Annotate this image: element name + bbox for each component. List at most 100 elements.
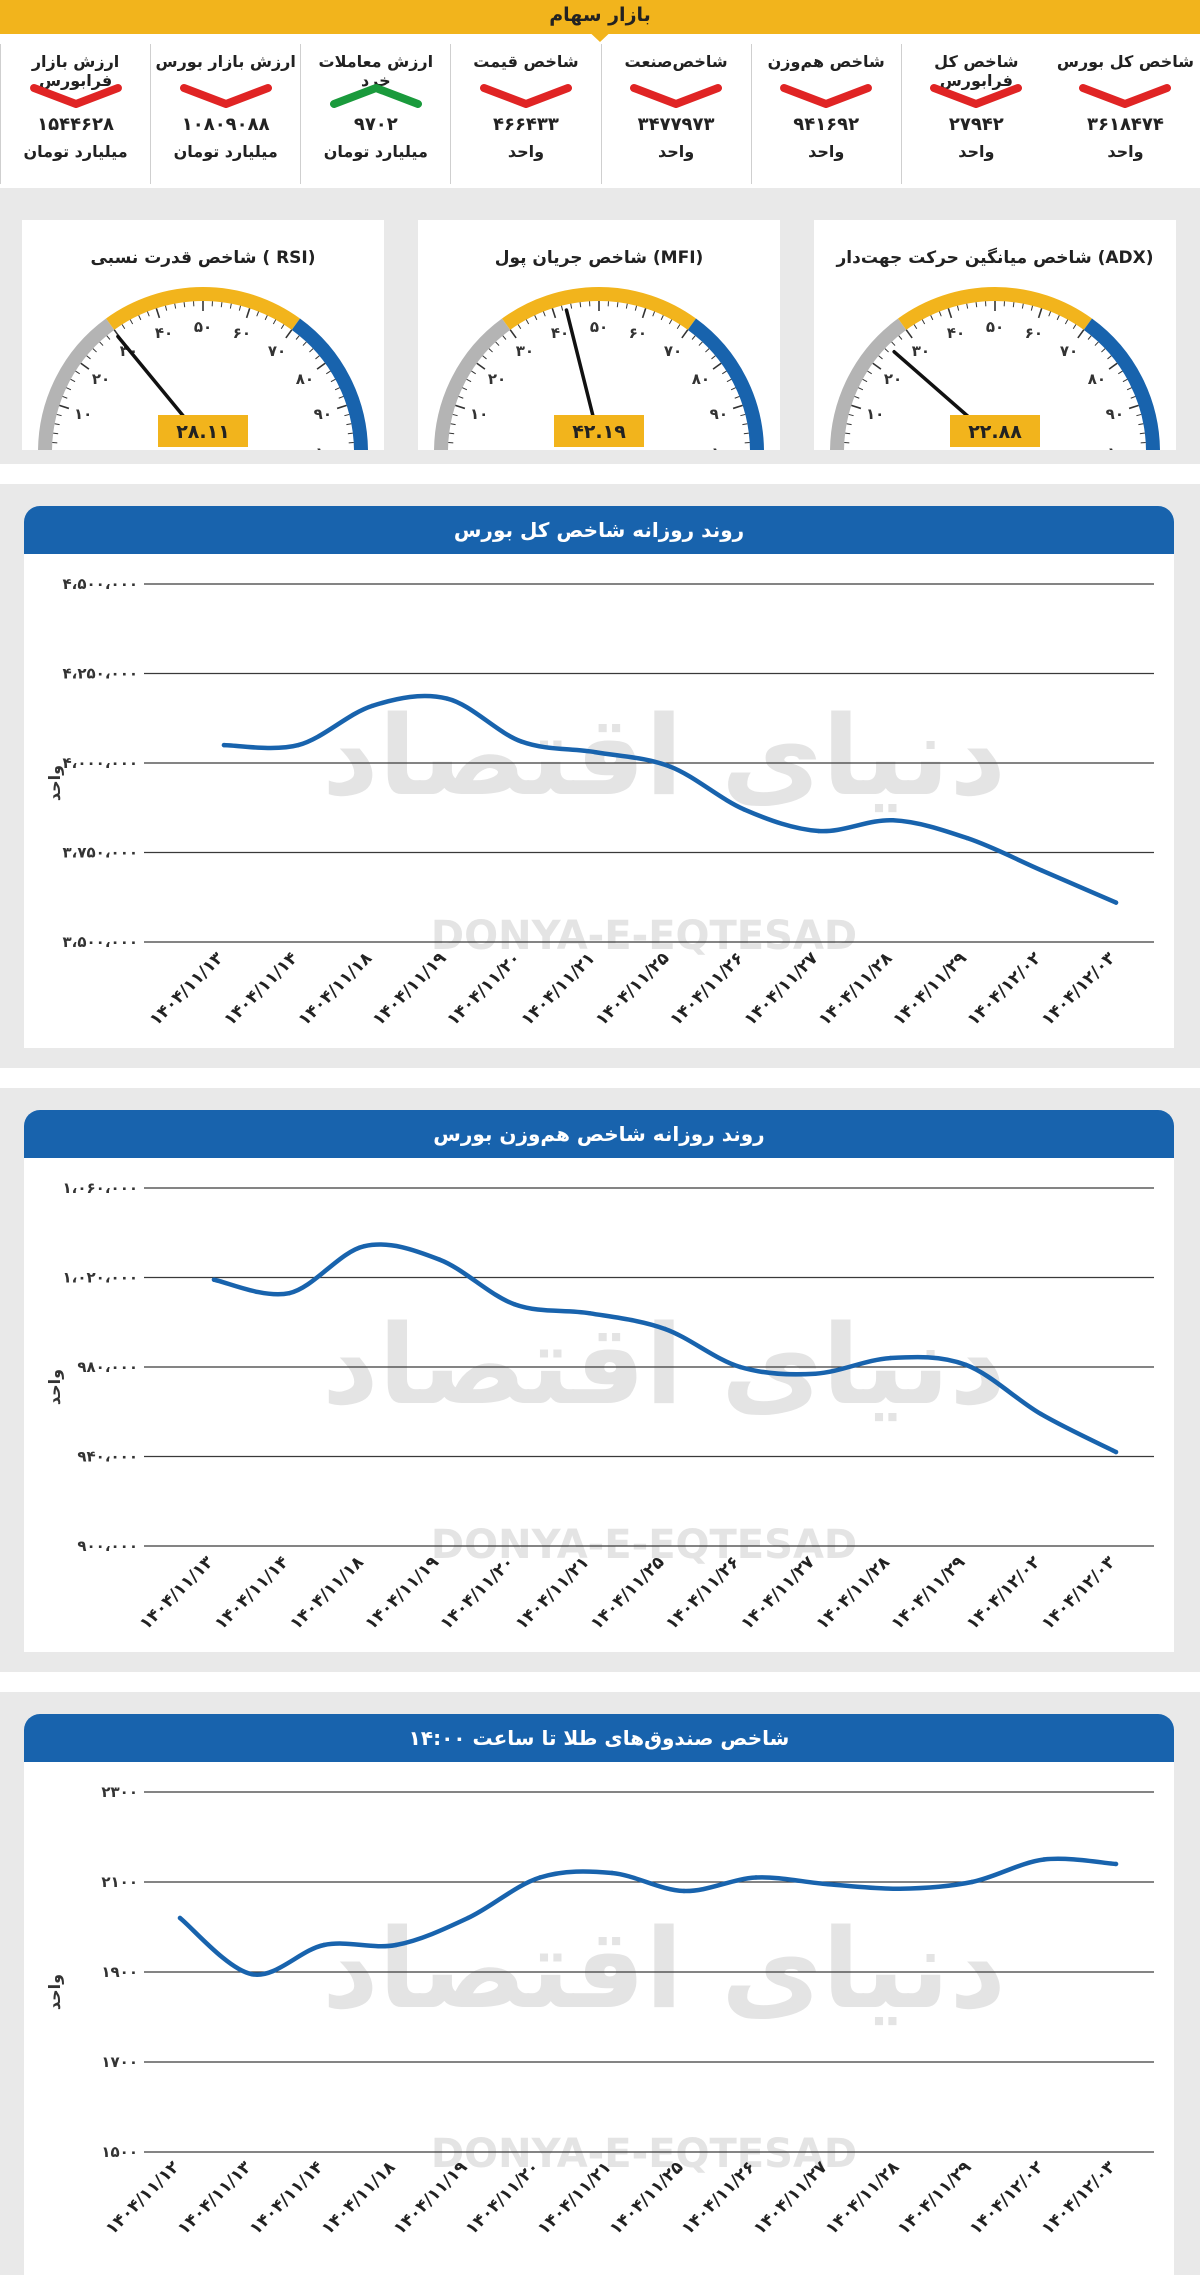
gauge-tick <box>302 341 307 346</box>
data-point <box>969 1879 975 1885</box>
gauge-tick <box>705 348 710 353</box>
gauge-tick-label: ۸۰ <box>1088 370 1106 388</box>
y-tick-label: ۴،۵۰۰،۰۰۰ <box>63 575 138 593</box>
x-tick-label: ۱۴۰۴/۱۲/۰۲ <box>966 2157 1048 2239</box>
gauge-tick-label: ۵۰ <box>590 318 608 336</box>
indicator-label: شاخص‌صنعت <box>624 52 728 71</box>
section-divider <box>0 188 1200 202</box>
data-point <box>519 739 524 744</box>
x-tick-label: ۱۴۰۴/۱۱/۲۱ <box>518 948 600 1030</box>
gauge-tick <box>867 370 872 375</box>
x-tick-label: ۱۴۰۴/۱۱/۲۹ <box>894 2157 976 2239</box>
gauge-tick <box>1101 348 1106 353</box>
x-tick-label: ۱۴۰۴/۱۱/۱۳ <box>146 948 228 1030</box>
chart-title: روند روزانه شاخص کل بورس <box>24 506 1174 554</box>
watermark-en: DONYA-E-EQTESAD <box>431 913 857 959</box>
gauge-title: شاخص میانگین حرکت جهت‌دار (ADX) <box>836 248 1154 268</box>
gauge-tick <box>542 311 546 317</box>
gauge-tick <box>1122 378 1128 383</box>
gauge-tick <box>1094 341 1099 346</box>
gauge-tick <box>449 432 455 435</box>
gauge-tick <box>1139 432 1145 435</box>
gauge-value: ۲۲.۸۸ <box>968 421 1022 443</box>
data-point <box>742 807 747 812</box>
y-axis-label: واحد <box>45 1369 64 1405</box>
gauge-value-box <box>158 415 248 447</box>
trend-down-icon <box>630 84 723 108</box>
gauge-tick-label: ۰ <box>468 444 477 450</box>
gauge-tick <box>450 423 456 426</box>
gauge-arc-segment <box>502 287 696 330</box>
gauge-tick-label: ۱۰ <box>74 405 92 423</box>
indicator-otc-total-index: شاخص کل فرابورس ۲۷۹۴۲ واحد <box>900 44 1051 184</box>
y-axis-label: واحد <box>45 765 64 801</box>
gauge-tick <box>726 378 732 383</box>
indicator-bourse-market-value: ارزش بازار بورس ۱۰۸۰۹۰۸۸ میلیارد تومان <box>150 44 300 184</box>
gauge-tick <box>220 302 223 308</box>
indicator-label: ارزش بازار فرابورس <box>31 52 120 90</box>
data-point <box>753 1875 759 1880</box>
data-point <box>667 764 673 769</box>
y-tick-label: ۹۸۰،۰۰۰ <box>77 1358 138 1376</box>
gauge-arc-segment <box>434 318 511 450</box>
gauge-tick <box>862 378 868 383</box>
gauge-tick <box>272 319 277 325</box>
gauge-tick <box>1087 335 1092 340</box>
gauge-arc-segment <box>291 318 368 450</box>
trend-down-icon <box>179 84 272 108</box>
data-point <box>609 1870 615 1876</box>
gauge-tick <box>913 324 918 329</box>
indicator-unit: واحد <box>958 142 995 161</box>
gauge-tick <box>164 305 168 311</box>
gauge-tick <box>570 303 573 309</box>
y-tick-label: ۹۴۰،۰۰۰ <box>77 1448 138 1466</box>
data-point <box>816 828 821 834</box>
indicator-equal-weight-index: شاخص هم‌وزن ۹۴۱۶۹۲ واحد <box>750 44 901 184</box>
gauge-tick <box>488 348 493 353</box>
gauge-tick <box>471 370 476 375</box>
gauge-tick <box>848 413 854 417</box>
gauge-value-box <box>950 415 1040 447</box>
data-point <box>897 1886 903 1891</box>
gauge-tick <box>905 329 913 339</box>
gauge-tick <box>1130 395 1136 399</box>
gauge-tick <box>734 395 740 399</box>
indicator-value: ۳۴۷۷۹۷۳ <box>637 114 715 135</box>
gauge-tick-label: ۴۰ <box>947 324 965 342</box>
indicator-unit: واحد <box>657 142 695 161</box>
data-point <box>1038 1411 1044 1417</box>
chart-section-equal-weight-index: روند روزانه شاخص هم‌وزن بورس دنیای اقتصا… <box>0 1088 1200 1672</box>
y-tick-label: ۱۹۰۰ <box>101 1963 138 1981</box>
gauge-tick-label: ۱۰۰ <box>1107 444 1134 450</box>
indicator-industry-index: شاخص‌صنعت ۳۴۷۷۹۷۳ واحد <box>600 44 751 184</box>
gauge-tick <box>641 308 647 319</box>
gauge-tick <box>1118 370 1123 375</box>
gauge-tick-label: ۷۰ <box>268 342 286 360</box>
gauge-tick-label: ۲۰ <box>92 370 110 388</box>
data-point <box>1113 900 1119 905</box>
y-tick-label: ۱،۰۶۰،۰۰۰ <box>63 1179 138 1197</box>
gauge-title: شاخص جریان پول (MFI) <box>494 248 704 268</box>
indicator-price-index: شاخص قیمت ۴۶۶۴۳۳ واحد <box>450 44 600 184</box>
indicator-value: ۱۰۸۰۹۰۸۸ <box>181 114 270 135</box>
gauge-tick <box>1064 319 1069 325</box>
data-point <box>321 1942 327 1948</box>
gauge-tick <box>1012 302 1015 308</box>
y-tick-label: ۴،۰۰۰،۰۰۰ <box>63 754 138 772</box>
gauge-tick <box>660 315 664 321</box>
data-point <box>177 1915 183 1921</box>
gauge-tick <box>334 387 340 391</box>
gauge-tick <box>106 335 111 340</box>
gauge-tick <box>92 348 97 353</box>
x-tick-label: ۱۴۰۴/۱۱/۱۴ <box>246 2157 328 2239</box>
gauge-tick <box>1072 324 1077 329</box>
x-tick-label: ۱۴۰۴/۱۱/۱۸ <box>286 1552 368 1634</box>
x-tick-label: ۱۴۰۴/۱۲/۰۲ <box>964 948 1046 1030</box>
chart-card: روند روزانه شاخص کل بورس دنیای اقتصاد DON… <box>24 506 1174 1048</box>
gauge-tick <box>155 308 161 319</box>
indicator-value: ۴۶۶۴۳۳ <box>492 114 559 135</box>
gauge-tick <box>330 378 336 383</box>
y-tick-label: ۴،۲۵۰،۰۰۰ <box>63 665 138 683</box>
gauge-tick <box>1030 305 1034 311</box>
x-tick-label: ۱۴۰۴/۱۱/۱۸ <box>295 948 377 1030</box>
